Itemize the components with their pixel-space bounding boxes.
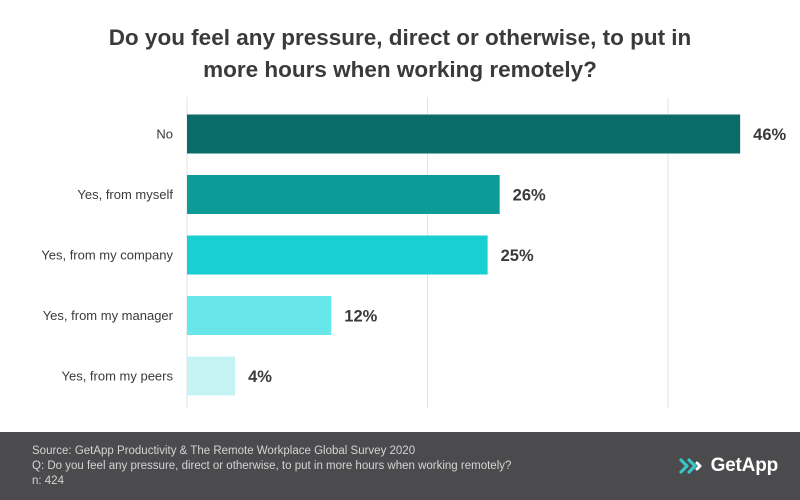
bar [187,114,741,154]
sample-size-note: n: 424 [32,475,64,487]
value-label: 25% [501,247,534,265]
footer: Source: GetApp Productivity & The Remote… [0,432,800,500]
value-label: 12% [344,308,377,326]
bar [187,296,332,335]
chart-title: Do you feel any pressure, direct or othe… [40,22,760,86]
bar [187,235,488,275]
source-note: Source: GetApp Productivity & The Remote… [32,445,416,457]
footer-notes: Source: GetApp Productivity & The Remote… [32,444,511,489]
value-label: 4% [248,368,272,386]
category-label: Yes, from myself [77,187,173,202]
bar [187,356,236,396]
bar-chart: No 46% Yes, from myself 26% Yes, from my com… [41,97,787,408]
category-label: Yes, from my manager [43,308,174,323]
value-label: 26% [513,187,546,205]
getapp-chevrons-icon [678,458,702,474]
chart-title-line-2: more hours when working remotely? [203,57,597,82]
bar [187,175,500,214]
category-label: Yes, from my peers [61,369,173,384]
getapp-logo: GetApp [678,454,779,478]
category-label: No [156,127,173,142]
question-note: Q: Do you feel any pressure, direct or o… [32,460,512,472]
chart-title-line-1: Do you feel any pressure, direct or othe… [108,25,692,50]
value-label: 46% [753,126,786,144]
logo-text: GetApp [710,455,779,476]
category-label: Yes, from my company [41,248,173,263]
